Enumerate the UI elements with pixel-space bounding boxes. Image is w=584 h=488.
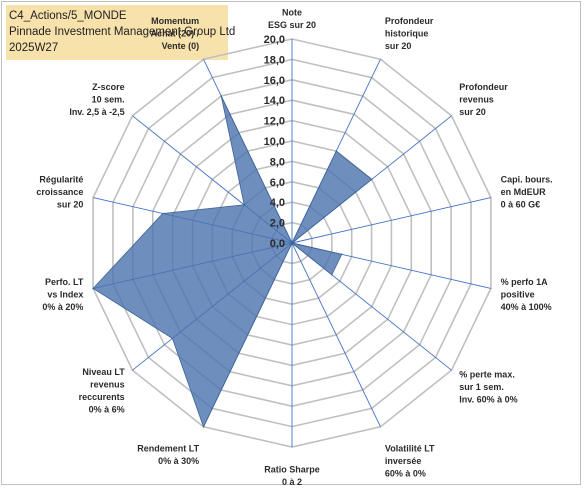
radar-ticks: 0,0 2,0 4,0 6,0 8,0 10,0 12,0 14,0 16,0 18,0 20,0 xyxy=(264,34,285,250)
axis-label: Régularité croissance sur 20 xyxy=(36,174,83,209)
tick-label: 6,0 xyxy=(270,177,285,189)
tick-label: 12,0 xyxy=(264,116,285,128)
axis-spoke xyxy=(291,197,492,244)
series-area xyxy=(92,95,373,428)
tick-label: 4,0 xyxy=(270,197,285,209)
axis-spoke xyxy=(291,242,381,427)
data-point xyxy=(291,242,293,244)
radar-series xyxy=(92,95,373,428)
chart-title-box: C4_Actions/5_MONDE Pinnade Investment Ma… xyxy=(6,5,236,60)
axis-label: Capi. bours. en MdEUR 0 à 60 G€ xyxy=(501,174,553,209)
tick-label: 18,0 xyxy=(264,54,285,66)
data-point xyxy=(331,274,333,276)
axis-label: Volatilité LT inversée 60% à 0% xyxy=(385,443,435,478)
data-point xyxy=(335,150,338,152)
axis-label: Ratio Sharpe 0 à 2 xyxy=(264,465,320,488)
data-point xyxy=(202,426,205,428)
data-point xyxy=(340,253,343,256)
tick-label: 16,0 xyxy=(264,75,285,87)
data-point xyxy=(92,287,94,290)
radar-axis-labels: Note ESG sur 20 Profondeur historique sur 20… xyxy=(36,8,552,488)
data-point xyxy=(243,204,245,206)
axis-label: Profondeur revenus sur 20 xyxy=(459,82,508,117)
tick-label: 2,0 xyxy=(270,218,285,230)
title-line-period: 2025W27 xyxy=(9,42,59,54)
tick-label: 8,0 xyxy=(270,156,285,168)
axis-label: Profondeur historique sur 20 xyxy=(385,16,434,51)
data-point xyxy=(171,337,174,340)
tick-label: 14,0 xyxy=(264,95,285,107)
axis-label: Perfo. LT vs Index 0% à 20% xyxy=(42,277,84,312)
data-point xyxy=(161,212,164,215)
title-line-category: C4_Actions/5_MONDE xyxy=(9,10,127,22)
tick-label: 0,0 xyxy=(270,238,285,250)
data-point xyxy=(220,95,222,97)
tick-label: 20,0 xyxy=(264,34,285,46)
data-point xyxy=(370,178,373,181)
axis-label: % perfo 1A positive 40% à 100% xyxy=(501,277,552,312)
axis-label: Niveau LT revenus reccurents 0% à 6% xyxy=(79,367,126,415)
axis-label: Momentum Achat (20) / Vente (0) xyxy=(151,16,200,51)
axis-label: Rendement LT 0% à 30% xyxy=(137,443,199,466)
tick-label: 10,0 xyxy=(264,136,285,148)
axis-label: Z-score 10 sem. Inv. 2,5 à -2,5 xyxy=(69,82,124,117)
axis-label: Note ESG sur 20 xyxy=(268,8,316,31)
title-line-company: Pinnade Investment Management Group Ltd xyxy=(9,26,236,38)
axis-label: % perte max. sur 1 sem. Inv. 60% à 0% xyxy=(459,370,517,405)
